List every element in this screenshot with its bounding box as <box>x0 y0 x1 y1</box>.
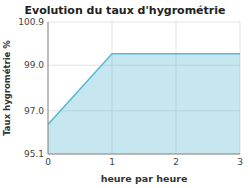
grid <box>48 22 240 154</box>
area-line <box>48 54 240 125</box>
x-axis-label: heure par heure <box>101 173 188 184</box>
plot-area <box>48 22 240 154</box>
chart: 95.1 97.0 99.0 100.9 0 1 2 3 Evolution du taux d… <box>0 0 250 188</box>
y-axis-line <box>48 22 49 154</box>
y-grid-line <box>48 154 240 155</box>
area-fill <box>48 54 240 154</box>
x-tick-label: 3 <box>237 157 243 167</box>
y-grid-line <box>48 22 240 23</box>
title: Evolution du taux d'hygrométrie <box>25 4 226 17</box>
y-tick-label: 97.0 <box>24 106 44 116</box>
y-axis-label: Taux hygrométrie % <box>2 40 12 136</box>
y-tick-label: 100.9 <box>18 17 44 27</box>
x-axis-line <box>48 154 240 155</box>
y-tick-label: 95.1 <box>24 149 44 159</box>
x-tick-label: 0 <box>45 157 51 167</box>
x-tick-label: 1 <box>109 157 115 167</box>
x-tick-label: 2 <box>173 157 179 167</box>
y-tick-label: 99.0 <box>24 60 44 70</box>
x-grid-line <box>48 22 49 154</box>
series <box>48 54 240 154</box>
